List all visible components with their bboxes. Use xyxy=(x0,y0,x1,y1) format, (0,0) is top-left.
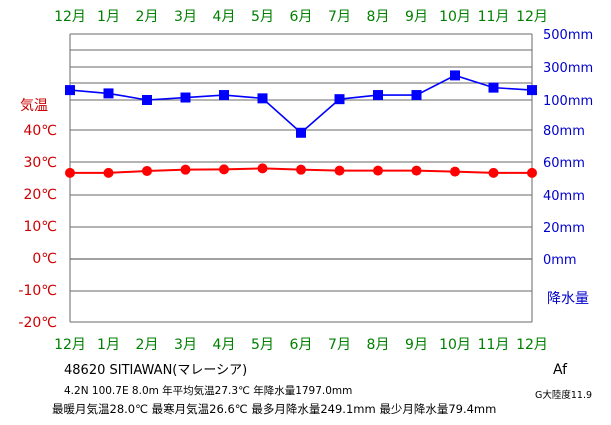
temperature-point xyxy=(334,165,345,176)
temperature-point xyxy=(103,167,114,178)
precipitation-point xyxy=(142,95,152,105)
temperature-point xyxy=(257,163,268,174)
y-axis-left-tick: 30℃ xyxy=(23,155,57,171)
precipitation-point xyxy=(219,90,229,101)
climate-classification: Af xyxy=(553,362,568,378)
month-label-top: 6月 xyxy=(290,9,313,25)
month-label-bottom: 9月 xyxy=(405,337,428,353)
month-label-bottom: 12月 xyxy=(516,337,548,353)
station-extremes-summary: 最暖月気温28.0℃ 最寒月気温26.6℃ 最多月降水量249.1mm 最少月降… xyxy=(52,402,497,416)
temperature-point xyxy=(219,164,229,175)
month-label-bottom: 3月 xyxy=(174,337,197,353)
temperature-point xyxy=(450,166,460,177)
month-label-bottom: 11月 xyxy=(478,337,510,353)
precipitation-point xyxy=(411,90,422,101)
month-label-top: 4月 xyxy=(213,9,236,25)
y-axis-right-tick: 300mm xyxy=(543,61,593,76)
month-label-top: 2月 xyxy=(136,9,159,25)
y-axis-left-tick: 40℃ xyxy=(23,123,57,139)
month-label-bottom: 1月 xyxy=(97,337,120,353)
y-axis-left-label: 気温 xyxy=(20,98,48,114)
precipitation-point xyxy=(527,85,537,96)
temperature-point xyxy=(296,164,306,175)
y-axis-right-tick: 80mm xyxy=(543,124,585,139)
y-axis-left-tick: 20℃ xyxy=(23,187,57,203)
month-label-bottom: 2月 xyxy=(136,337,159,353)
y-axis-left-tick: -10℃ xyxy=(18,283,57,299)
y-axis-right-tick: 500mm xyxy=(543,28,593,43)
y-axis-right-tick: 40mm xyxy=(543,189,585,204)
month-label-bottom: 7月 xyxy=(328,337,351,353)
month-label-top: 3月 xyxy=(174,9,197,25)
month-label-top: 1月 xyxy=(97,9,120,25)
y-axis-right-tick: 60mm xyxy=(543,156,585,171)
y-axis-right-tick: 0mm xyxy=(543,253,577,268)
station-location-summary: 4.2N 100.7E 8.0m 年平均気温27.3℃ 年降水量1797.0mm xyxy=(64,385,353,397)
month-label-top: 12月 xyxy=(516,9,548,25)
month-label-bottom: 8月 xyxy=(367,337,390,353)
precipitation-point xyxy=(65,85,75,96)
month-label-top: 5月 xyxy=(251,9,274,25)
precipitation-point xyxy=(334,94,345,105)
month-label-bottom: 12月 xyxy=(54,337,86,353)
precipitation-point xyxy=(296,127,306,138)
month-label-bottom: 10月 xyxy=(439,337,471,353)
temperature-point xyxy=(373,165,383,176)
y-axis-right-tick: 20mm xyxy=(543,221,585,236)
temperature-point xyxy=(488,167,499,178)
precipitation-point xyxy=(488,82,499,93)
y-axis-right-label: 降水量 xyxy=(547,291,589,307)
y-axis-left-tick: 10℃ xyxy=(23,219,57,235)
precipitation-line xyxy=(69,74,533,134)
precipitation-point xyxy=(373,90,383,101)
month-label-bottom: 6月 xyxy=(290,337,313,353)
temperature-point xyxy=(180,164,191,175)
station-title: 48620 SITIAWAN(マレーシア) xyxy=(64,363,248,378)
y-axis-left-tick: 0℃ xyxy=(32,251,57,267)
temperature-point xyxy=(142,165,152,176)
month-label-top: 11月 xyxy=(478,9,510,25)
month-label-top: 9月 xyxy=(405,9,428,25)
month-label-bottom: 4月 xyxy=(213,337,236,353)
temperature-point xyxy=(65,167,75,178)
precipitation-point xyxy=(257,93,268,104)
precipitation-point xyxy=(450,70,460,81)
y-axis-left-tick: -20℃ xyxy=(18,315,57,331)
continentality-index: G大陸度11.9 xyxy=(535,390,593,401)
precipitation-point xyxy=(180,92,191,103)
month-label-top: 7月 xyxy=(328,9,351,25)
temperature-point xyxy=(411,165,422,176)
temperature-point xyxy=(527,167,537,178)
month-label-bottom: 5月 xyxy=(251,337,274,353)
precipitation-point xyxy=(103,88,114,99)
month-label-top: 12月 xyxy=(54,9,86,25)
y-axis-right-tick: 100mm xyxy=(543,94,593,109)
month-label-top: 10月 xyxy=(439,9,471,25)
month-label-top: 8月 xyxy=(367,9,390,25)
